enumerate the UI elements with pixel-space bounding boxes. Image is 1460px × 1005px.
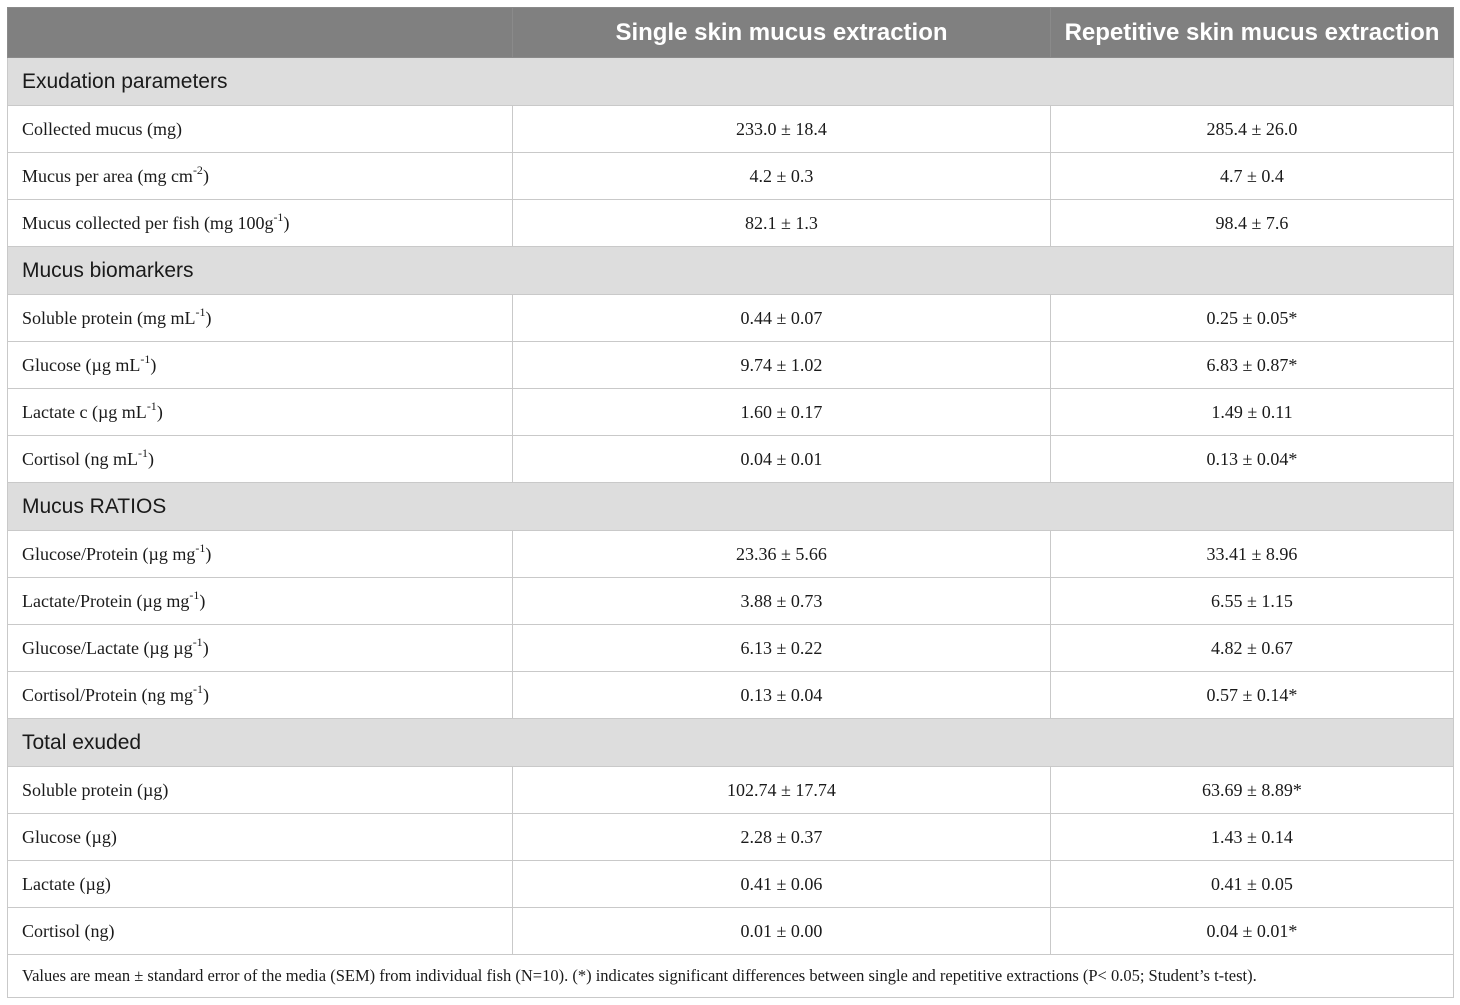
row-label: Glucose (µg mL-1): [7, 341, 513, 389]
results-table: Single skin mucus extraction Repetitive …: [7, 7, 1454, 998]
row-label: Cortisol/Protein (ng mg-1): [7, 671, 513, 719]
unit-exponent: -1: [195, 540, 206, 555]
section-title: Mucus biomarkers: [7, 246, 1454, 295]
repetitive-value: 0.57 ± 0.14*: [1050, 671, 1454, 719]
repetitive-value: 4.7 ± 0.4: [1050, 152, 1454, 200]
header-row: Single skin mucus extraction Repetitive …: [7, 7, 1454, 58]
unit-exponent: -1: [138, 445, 148, 460]
repetitive-value: 98.4 ± 7.6: [1050, 199, 1454, 247]
single-value: 82.1 ± 1.3: [512, 199, 1051, 247]
table-body: Exudation parameters Collected mucus (mg…: [7, 57, 1454, 998]
row-label: Mucus per area (mg cm-2): [7, 152, 513, 200]
section-row: Mucus RATIOS: [7, 482, 1454, 531]
row-label: Lactate (µg): [7, 860, 513, 908]
table-row: Lactate c (µg mL-1) 1.60 ± 0.17 1.49 ± 0…: [7, 388, 1454, 436]
row-label: Lactate/Protein (µg mg-1): [7, 577, 513, 625]
table-row: Glucose/Lactate (µg µg-1) 6.13 ± 0.22 4.…: [7, 624, 1454, 672]
row-label: Glucose (µg): [7, 813, 513, 861]
row-label: Collected mucus (mg): [7, 105, 513, 153]
repetitive-value: 285.4 ± 26.0: [1050, 105, 1454, 153]
single-value: 0.41 ± 0.06: [512, 860, 1051, 908]
unit-exponent: -1: [273, 209, 284, 224]
unit-exponent: -1: [140, 351, 151, 366]
table-row: Soluble protein (µg) 102.74 ± 17.74 63.6…: [7, 766, 1454, 814]
table-footnote: Values are mean ± standard error of the …: [7, 954, 1454, 998]
row-label: Glucose/Lactate (µg µg-1): [7, 624, 513, 672]
table-row: Glucose/Protein (µg mg-1) 23.36 ± 5.66 3…: [7, 530, 1454, 578]
unit-exponent: -1: [189, 587, 200, 602]
repetitive-value: 6.55 ± 1.15: [1050, 577, 1454, 625]
repetitive-value: 0.04 ± 0.01*: [1050, 907, 1454, 955]
row-label: Soluble protein (mg mL-1): [7, 294, 513, 342]
single-value: 102.74 ± 17.74: [512, 766, 1051, 814]
table-row: Glucose (µg mL-1) 9.74 ± 1.02 6.83 ± 0.8…: [7, 341, 1454, 389]
unit-exponent: -1: [195, 304, 206, 319]
row-label: Cortisol (ng mL-1): [7, 435, 513, 483]
table-row: Glucose (µg) 2.28 ± 0.37 1.43 ± 0.14: [7, 813, 1454, 861]
repetitive-value: 33.41 ± 8.96: [1050, 530, 1454, 578]
repetitive-value: 0.25 ± 0.05*: [1050, 294, 1454, 342]
repetitive-value: 6.83 ± 0.87*: [1050, 341, 1454, 389]
row-label: Lactate c (µg mL-1): [7, 388, 513, 436]
header-single-extraction: Single skin mucus extraction: [512, 7, 1051, 58]
table-header: Single skin mucus extraction Repetitive …: [7, 7, 1454, 58]
unit-exponent: -1: [146, 398, 157, 413]
row-label: Soluble protein (µg): [7, 766, 513, 814]
single-value: 0.13 ± 0.04: [512, 671, 1051, 719]
row-label: Glucose/Protein (µg mg-1): [7, 530, 513, 578]
section-row: Total exuded: [7, 718, 1454, 767]
single-value: 3.88 ± 0.73: [512, 577, 1051, 625]
repetitive-value: 63.69 ± 8.89*: [1050, 766, 1454, 814]
repetitive-value: 1.43 ± 0.14: [1050, 813, 1454, 861]
single-value: 4.2 ± 0.3: [512, 152, 1051, 200]
row-label: Cortisol (ng): [7, 907, 513, 955]
unit-exponent: -2: [192, 162, 203, 177]
single-value: 0.01 ± 0.00: [512, 907, 1051, 955]
single-value: 0.44 ± 0.07: [512, 294, 1051, 342]
header-repetitive-extraction: Repetitive skin mucus extraction: [1050, 7, 1454, 58]
table-row: Cortisol/Protein (ng mg-1) 0.13 ± 0.04 0…: [7, 671, 1454, 719]
table-row: Collected mucus (mg) 233.0 ± 18.4 285.4 …: [7, 105, 1454, 153]
repetitive-value: 0.13 ± 0.04*: [1050, 435, 1454, 483]
single-value: 0.04 ± 0.01: [512, 435, 1051, 483]
section-title: Mucus RATIOS: [7, 482, 1454, 531]
single-value: 9.74 ± 1.02: [512, 341, 1051, 389]
section-title: Exudation parameters: [7, 57, 1454, 106]
single-value: 23.36 ± 5.66: [512, 530, 1051, 578]
single-value: 6.13 ± 0.22: [512, 624, 1051, 672]
repetitive-value: 1.49 ± 0.11: [1050, 388, 1454, 436]
repetitive-value: 0.41 ± 0.05: [1050, 860, 1454, 908]
data-table-container: Single skin mucus extraction Repetitive …: [7, 7, 1454, 998]
repetitive-value: 4.82 ± 0.67: [1050, 624, 1454, 672]
section-row: Exudation parameters: [7, 57, 1454, 106]
table-row: Cortisol (ng mL-1) 0.04 ± 0.01 0.13 ± 0.…: [7, 435, 1454, 483]
section-title: Total exuded: [7, 718, 1454, 767]
table-row: Cortisol (ng) 0.01 ± 0.00 0.04 ± 0.01*: [7, 907, 1454, 955]
table-row: Lactate/Protein (µg mg-1) 3.88 ± 0.73 6.…: [7, 577, 1454, 625]
table-row: Mucus collected per fish (mg 100g-1) 82.…: [7, 199, 1454, 247]
unit-exponent: -1: [192, 634, 203, 649]
single-value: 2.28 ± 0.37: [512, 813, 1051, 861]
section-row: Mucus biomarkers: [7, 246, 1454, 295]
row-label: Mucus collected per fish (mg 100g-1): [7, 199, 513, 247]
unit-exponent: -1: [193, 681, 203, 696]
single-value: 1.60 ± 0.17: [512, 388, 1051, 436]
single-value: 233.0 ± 18.4: [512, 105, 1051, 153]
footnote-row: Values are mean ± standard error of the …: [7, 954, 1454, 998]
table-row: Soluble protein (mg mL-1) 0.44 ± 0.07 0.…: [7, 294, 1454, 342]
table-row: Mucus per area (mg cm-2) 4.2 ± 0.3 4.7 ±…: [7, 152, 1454, 200]
table-row: Lactate (µg) 0.41 ± 0.06 0.41 ± 0.05: [7, 860, 1454, 908]
header-parameter: [7, 7, 513, 58]
